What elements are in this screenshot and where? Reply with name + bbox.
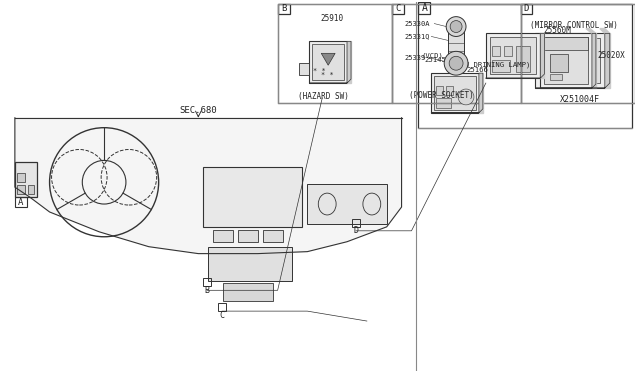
Text: B: B [281, 4, 286, 13]
Text: (HAZARD SW): (HAZARD SW) [298, 93, 349, 102]
Text: A: A [421, 3, 428, 13]
Bar [15, 197, 27, 207]
Polygon shape [540, 33, 545, 78]
Bar [550, 54, 568, 72]
Text: 25339: 25339 [404, 55, 426, 61]
Bar [309, 41, 347, 83]
Bar [436, 86, 444, 95]
Bar [278, 4, 289, 14]
Text: (MIRROR CONTROL SW): (MIRROR CONTROL SW) [531, 21, 618, 30]
Bar [392, 4, 404, 14]
Bar [492, 46, 500, 56]
Bar [431, 73, 479, 113]
Bar [419, 2, 430, 14]
Text: * *: * * [321, 72, 333, 78]
Bar [540, 38, 600, 83]
Text: B: B [205, 286, 210, 295]
Bar [573, 48, 591, 80]
Bar [17, 173, 25, 182]
Circle shape [450, 20, 462, 32]
Circle shape [444, 51, 468, 75]
Bar [213, 230, 233, 242]
Bar [490, 38, 536, 74]
Text: (SW DRINING LAMP): (SW DRINING LAMP) [456, 62, 531, 68]
Bar [520, 4, 635, 103]
Bar [278, 4, 392, 103]
Bar [543, 49, 553, 61]
Circle shape [446, 17, 466, 36]
Bar [504, 46, 511, 56]
Polygon shape [347, 41, 351, 83]
Bar [520, 4, 532, 14]
Bar [435, 76, 476, 110]
Bar [300, 63, 309, 75]
Polygon shape [321, 53, 335, 65]
Text: (POWER SOCKET): (POWER SOCKET) [409, 92, 474, 100]
Bar [204, 167, 303, 227]
Bar [208, 247, 292, 281]
Polygon shape [15, 118, 401, 254]
Bar [204, 278, 211, 286]
Circle shape [449, 56, 463, 70]
Text: 25020X: 25020X [598, 51, 626, 60]
Bar [238, 230, 258, 242]
Bar [436, 98, 451, 108]
Bar [392, 4, 520, 103]
Text: C: C [395, 4, 400, 13]
Polygon shape [605, 33, 610, 88]
Bar [543, 65, 568, 80]
Text: 25331Q: 25331Q [404, 33, 430, 39]
Text: D: D [353, 226, 358, 235]
Bar [218, 303, 226, 311]
Bar [557, 49, 567, 61]
Bar [223, 283, 273, 301]
Bar [307, 184, 387, 224]
Bar [540, 33, 592, 88]
Text: X251004F: X251004F [560, 96, 600, 105]
Bar [545, 38, 588, 84]
Polygon shape [600, 29, 610, 33]
Bar [15, 163, 36, 197]
Polygon shape [586, 29, 596, 33]
Bar [492, 60, 509, 72]
Bar [352, 219, 360, 227]
Bar [28, 185, 34, 194]
Text: 25145P: 25145P [424, 57, 451, 63]
Bar [446, 86, 453, 95]
Text: 25166: 25166 [466, 67, 488, 73]
Text: D: D [524, 4, 529, 13]
Text: SEC.680: SEC.680 [179, 106, 217, 115]
Text: C: C [220, 311, 225, 320]
Text: A: A [18, 198, 24, 206]
Bar [550, 74, 562, 80]
Bar [17, 185, 25, 194]
Bar [419, 4, 632, 128]
Text: 25560M: 25560M [543, 26, 571, 35]
Bar [263, 230, 283, 242]
Text: (VCD): (VCD) [421, 52, 444, 58]
Bar [545, 38, 588, 50]
Bar [486, 33, 540, 78]
Text: 25910: 25910 [321, 14, 344, 23]
Circle shape [458, 89, 474, 105]
Text: * *: * * [313, 68, 326, 74]
Polygon shape [592, 33, 596, 88]
Polygon shape [479, 73, 483, 113]
Bar [536, 33, 605, 88]
Bar [516, 46, 531, 72]
Bar [448, 29, 464, 57]
Text: 25330A: 25330A [404, 20, 430, 26]
Bar [312, 44, 344, 80]
